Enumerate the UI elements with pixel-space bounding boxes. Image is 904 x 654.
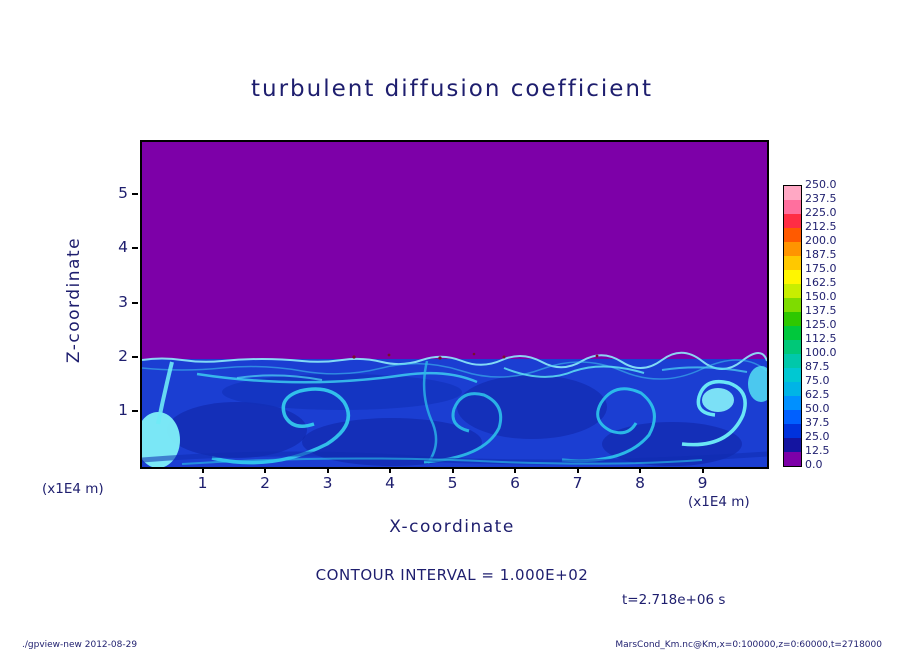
y-axis-label: Z-coordinate [64, 236, 84, 364]
x-tick-mark [701, 467, 704, 473]
y-tick-mark [132, 301, 138, 304]
time-label: t=2.718e+06 s [622, 592, 726, 608]
colorbar-label: 187.5 [805, 248, 837, 261]
colorbar-label: 237.5 [805, 192, 837, 205]
x-axis-label: X-coordinate [389, 517, 515, 537]
contour-field [142, 142, 767, 467]
x-tick-label: 7 [572, 474, 583, 492]
x-tick-label: 2 [260, 474, 270, 492]
x-tick-label: 8 [635, 474, 645, 492]
colorbar-cell [784, 256, 801, 270]
y-tick-mark [132, 409, 138, 412]
footer-command-text: ./gpview-new 2012-08-29 [22, 640, 138, 650]
contour-interval-label: CONTOUR INTERVAL = 1.000E+02 [315, 566, 589, 584]
colorbar-cell [784, 452, 801, 466]
colorbar-label: 100.0 [805, 346, 837, 359]
colorbar-cell [784, 424, 801, 438]
colorbar-cell [784, 312, 801, 326]
colorbar-cell [784, 368, 801, 382]
colorbar [783, 185, 802, 467]
colorbar-label: 87.5 [805, 360, 830, 373]
colorbar-cell [784, 354, 801, 368]
plot-title: turbulent diffusion coefficient [250, 76, 653, 102]
x-tick-label: 1 [197, 474, 208, 492]
x-tick-mark [201, 467, 204, 473]
x-tick-label: 5 [447, 474, 458, 492]
colorbar-cell [784, 340, 801, 354]
y-tick-label: 1 [118, 400, 128, 419]
x-tick-mark [639, 467, 641, 473]
colorbar-cell [784, 228, 801, 242]
colorbar-label: 175.0 [805, 262, 837, 275]
colorbar-cell [784, 242, 801, 256]
colorbar-label: 225.0 [805, 206, 837, 219]
colorbar-cell [784, 382, 801, 396]
y-tick-mark [132, 247, 138, 250]
x-tick-label: 6 [510, 474, 520, 492]
y-tick-mark [132, 355, 138, 358]
colorbar-label: 75.0 [805, 374, 830, 387]
y-tick-label: 3 [118, 292, 128, 311]
colorbar-label: 200.0 [805, 234, 837, 247]
colorbar-cell [784, 186, 801, 200]
colorbar-label: 50.0 [805, 402, 830, 415]
colorbar-cell [784, 298, 801, 312]
colorbar-cell [784, 438, 801, 452]
colorbar-cell [784, 200, 801, 214]
x-tick-mark [514, 467, 516, 473]
y-tick-label: 5 [118, 184, 128, 203]
colorbar-cell [784, 214, 801, 228]
colorbar-cell [784, 410, 801, 424]
x-tick-mark [264, 467, 266, 473]
x-tick-label: 4 [385, 474, 395, 492]
y-tick-mark [132, 193, 138, 196]
colorbar-label: 37.5 [805, 416, 830, 429]
colorbar-cell [784, 326, 801, 340]
x-tick-mark [576, 467, 579, 473]
colorbar-label: 25.0 [805, 430, 830, 443]
x-tick-label: 3 [322, 474, 333, 492]
colorbar-label: 150.0 [805, 290, 837, 303]
x-tick-mark [389, 467, 391, 473]
x-tick-mark [451, 467, 454, 473]
colorbar-label: 62.5 [805, 388, 830, 401]
colorbar-label: 212.5 [805, 220, 837, 233]
colorbar-cell [784, 396, 801, 410]
colorbar-label: 0.0 [805, 458, 823, 471]
colorbar-label: 137.5 [805, 304, 837, 317]
colorbar-label: 112.5 [805, 332, 837, 345]
colorbar-label: 250.0 [805, 178, 837, 191]
x-tick-mark [326, 467, 329, 473]
plot-area [140, 140, 769, 469]
colorbar-cell [784, 270, 801, 284]
y-axis-unit: (x1E4 m) [42, 481, 104, 497]
colorbar-cell [784, 284, 801, 298]
colorbar-label: 162.5 [805, 276, 837, 289]
y-tick-label: 2 [118, 346, 128, 365]
colorbar-label: 12.5 [805, 444, 830, 457]
colorbar-label: 125.0 [805, 318, 837, 331]
x-axis-unit: (x1E4 m) [688, 494, 750, 510]
x-tick-label: 9 [697, 474, 708, 492]
footer-datasource-text: MarsCond_Km.nc@Km,x=0:100000,z=0:60000,t… [615, 640, 882, 650]
y-tick-label: 4 [118, 238, 128, 257]
